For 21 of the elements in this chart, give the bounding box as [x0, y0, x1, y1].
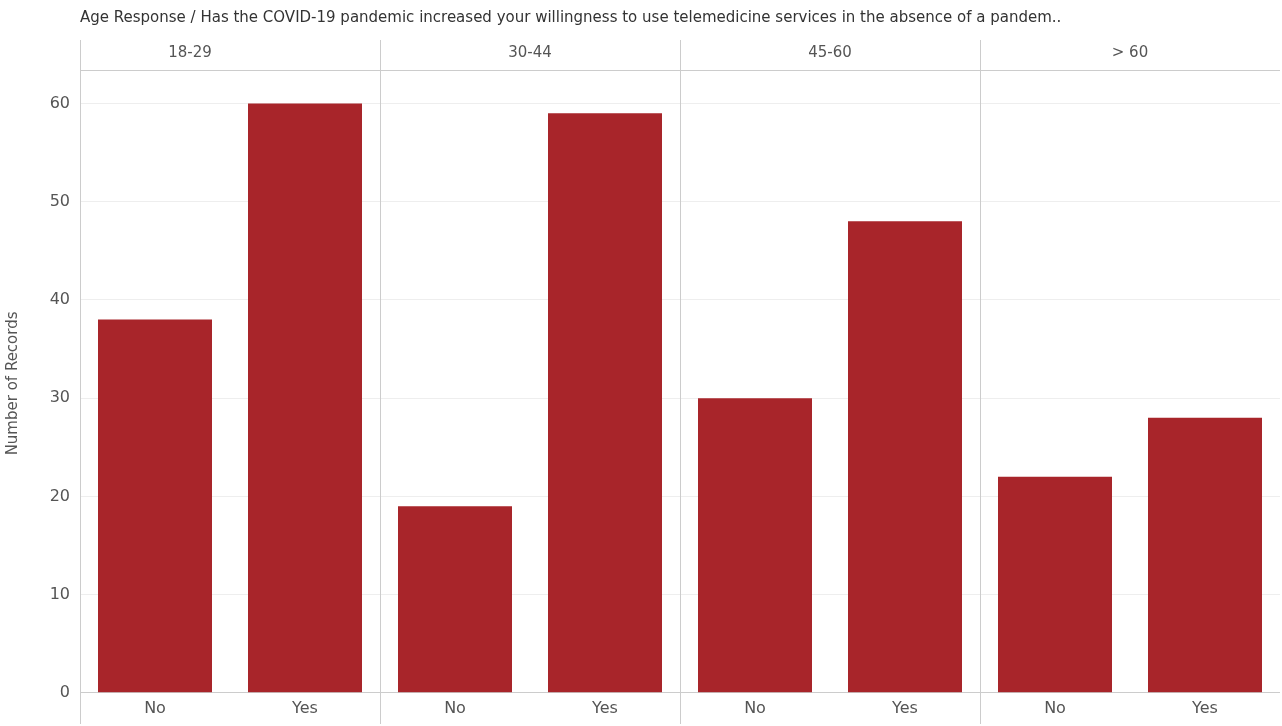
chart-title: 30-44 — [508, 42, 552, 61]
x-tick-label: Yes — [291, 697, 318, 717]
y-tick-label: 10 — [49, 583, 70, 603]
y-tick-label: 0 — [59, 681, 70, 701]
y-tick-label: 60 — [49, 92, 70, 112]
x-tick-label: Yes — [1191, 697, 1218, 717]
x-tick-label: No — [744, 697, 766, 717]
chart-title: > 60 — [1111, 42, 1149, 61]
chart-title: 18-29 — [168, 42, 212, 61]
x-tick-label: Yes — [591, 697, 618, 717]
x-tick-label: No — [1044, 697, 1066, 717]
text: Age Response / Has the COVID-19 pandemic increased your willingness to use telemedicine services in the absence of a pandem.. — [80, 8, 1062, 26]
chart-title: 45-60 — [808, 42, 852, 61]
y-tick-label: 20 — [49, 485, 70, 505]
x-tick-label: Yes — [891, 697, 918, 717]
y-axis-title: Number of Records — [2, 311, 21, 456]
y-tick-label: 40 — [49, 289, 70, 309]
y-tick-label: 50 — [49, 190, 70, 210]
y-tick-label: 30 — [49, 387, 70, 407]
x-tick-label: No — [144, 697, 166, 717]
x-tick-label: No — [444, 697, 466, 717]
